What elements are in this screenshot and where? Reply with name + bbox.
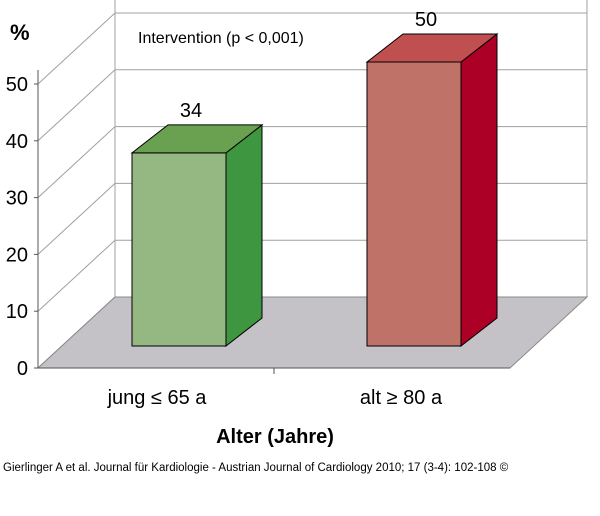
category-label: alt ≥ 80 a bbox=[360, 387, 443, 409]
data-label: 34 bbox=[180, 100, 202, 122]
gridline bbox=[37, 69, 587, 142]
bar-front-1 bbox=[131, 152, 227, 347]
floor-plane bbox=[36, 296, 589, 369]
bar-top-2 bbox=[365, 33, 499, 63]
bar-side-1 bbox=[225, 123, 263, 348]
bar-top-1 bbox=[130, 124, 264, 154]
y-tick-label: 40 bbox=[6, 131, 28, 153]
y-tick-label: 10 bbox=[6, 301, 28, 323]
bars bbox=[130, 32, 499, 348]
y-axis-label: % bbox=[10, 20, 30, 45]
y-tick-label: 0 bbox=[17, 358, 28, 380]
annotation: Intervention (p < 0,001) bbox=[138, 30, 304, 47]
chart-floor bbox=[36, 296, 589, 369]
gridline bbox=[37, 126, 587, 198]
category-label: jung ≤ 65 a bbox=[107, 387, 208, 409]
bar-front-2 bbox=[366, 61, 462, 347]
gridline bbox=[37, 182, 587, 255]
gridline bbox=[37, 12, 587, 85]
y-tick-label: 50 bbox=[6, 74, 28, 96]
data-label: 50 bbox=[415, 9, 437, 31]
citation: Gierlinger A et al. Journal für Kardiolo… bbox=[3, 462, 509, 474]
x-axis-label: Alter (Jahre) bbox=[216, 426, 334, 448]
bar-side-2 bbox=[460, 32, 498, 348]
y-tick-label: 30 bbox=[6, 188, 28, 210]
y-tick-label: 20 bbox=[6, 244, 28, 266]
labels: 0 10 20 30 40 50 34 jung ≤ 65 a 50 alt ≥ 80 a bbox=[6, 9, 443, 409]
axes bbox=[34, 70, 510, 374]
